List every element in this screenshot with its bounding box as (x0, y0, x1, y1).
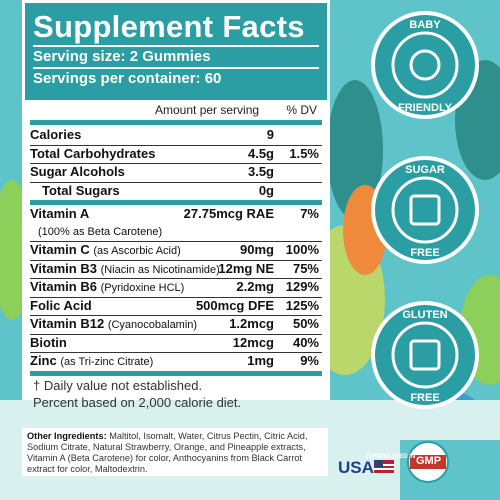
nutrient-row: Biotin 12mcg 40% (30, 334, 322, 353)
nutrient-name: Calories (30, 127, 82, 142)
badge-top: BABY (409, 19, 441, 31)
amount: 27.75mcg RAE (183, 206, 274, 221)
amount: 1.2mcg (229, 316, 274, 331)
footnote: † Daily value not established. (33, 377, 203, 393)
nutrient-name: Vitamin B12 (30, 316, 105, 331)
flag-stripe (374, 468, 394, 470)
nutrient-name: Vitamin C (30, 242, 90, 257)
amount: 4.5g (247, 145, 274, 161)
amount-header: Amount per serving (155, 103, 260, 117)
badge (375, 305, 475, 405)
supplement-facts: Supplement Facts Serving size: 2 Gummies… (22, 0, 330, 410)
nutrient-note: (Pyridoxine HCL) (100, 282, 185, 294)
gmp-ribbon (410, 455, 446, 469)
badge-bottom: FREE (410, 392, 439, 404)
amount: 2.2mg (236, 279, 274, 294)
amount: 9 (266, 127, 274, 142)
badge-icon (409, 194, 441, 226)
label-header: Supplement Facts Serving size: 2 Gummies… (25, 3, 327, 100)
nutrient-row: Total Sugars 0g (30, 182, 322, 201)
nutrient-subnote: (100% as Beta Carotene) (38, 226, 163, 238)
badge-inner (391, 31, 459, 99)
amount: 12mcg (232, 334, 274, 350)
amount: 90mg (240, 242, 274, 257)
badge-top: SUGAR (405, 164, 445, 176)
daily-value: 9% (300, 353, 319, 368)
flag (374, 460, 394, 473)
badge-inner (391, 176, 459, 244)
badge-icon (409, 49, 441, 81)
badge-bottom: FRIENDLY (398, 102, 453, 114)
nutrient-note: (as Ascorbic Acid) (93, 245, 181, 257)
nutrient-name: Sugar Alcohols (30, 164, 125, 179)
amount: 3.5g (247, 164, 274, 179)
amount: 0g (258, 182, 274, 198)
footnote: Percent based on 2,000 calorie diet. (33, 394, 242, 410)
formulated-in: FORMULATED IN (366, 454, 416, 460)
nutrient-name: Total Sugars (42, 182, 120, 198)
nutrient-row: Total Carbohydrates 4.5g 1.5% (30, 145, 322, 164)
daily-value: 75% (292, 260, 319, 276)
nutrient-note: (Niacin as Nicotinamide) (100, 263, 220, 276)
nutrient-name: Vitamin B6 (30, 279, 97, 294)
daily-value: 129% (285, 279, 319, 294)
nutrient-name: Vitamin B3 (30, 260, 97, 276)
nutrient-name: Total Carbohydrates (30, 145, 156, 161)
serving-size: Serving size: 2 Gummies (33, 45, 319, 67)
amount: 500mcg DFE (195, 297, 274, 313)
daily-value: 7% (300, 206, 319, 221)
nutrient-row: Calories 9 (30, 126, 322, 146)
nutrient-row: Zinc (as Tri-zinc Citrate) 1mg 9% (30, 352, 322, 372)
nutrient-name: Biotin (30, 334, 67, 350)
dv-header: % DV (286, 103, 317, 117)
other-ingredients: Other Ingredients: Maltitol, Isomalt, Wa… (22, 428, 328, 476)
nutrient-note: (Cyanocobalamin) (107, 319, 198, 331)
tree (327, 80, 383, 220)
gmp: GMP (416, 455, 442, 467)
thick-rule (30, 200, 322, 205)
daily-value: 40% (292, 334, 319, 350)
daily-value: 1.5% (289, 145, 319, 161)
badge-inner (391, 321, 459, 389)
nutrient-row: Vitamin A 27.75mcg RAE 7% (100% as Beta Car… (30, 205, 322, 242)
servings-per-container: Servings per container: 60 (33, 67, 319, 89)
amount: 1mg (247, 353, 274, 368)
badge-bottom: FREE (410, 247, 439, 259)
nutrient-row: Vitamin B3 (Niacin as Nicotinamide) 12mg … (30, 260, 322, 279)
nutrient-name: Zinc (30, 353, 57, 368)
flag-canton (374, 460, 383, 467)
badge-top: GLUTEN (402, 309, 447, 321)
nutrient-row: Vitamin B12 (Cyanocobalamin) 1.2mcg 50% (30, 315, 322, 335)
ingredients-label: Other Ingredients: (27, 431, 107, 441)
daily-value: 100% (285, 242, 319, 257)
badge-icon (409, 339, 441, 371)
nutrient-row: Folic Acid 500mcg DFE 125% (30, 297, 322, 316)
nutrient-name: Folic Acid (30, 297, 92, 313)
nutrient-row: Vitamin B6 (Pyridoxine HCL) 2.2mg 129% (30, 278, 322, 298)
nutrient-name: Vitamin A (30, 206, 90, 221)
nutrient-note: (as Tri-zinc Citrate) (60, 356, 154, 368)
badge (375, 15, 475, 115)
daily-value: 50% (292, 316, 319, 331)
thick-rule (30, 370, 322, 376)
badge (375, 160, 475, 260)
nutrient-row: Vitamin C (as Ascorbic Acid) 90mg 100% (30, 241, 322, 261)
country: USA (338, 458, 374, 477)
nutrient-row: Sugar Alcohols 3.5g (30, 163, 322, 183)
ingredients-text: Maltitol, Isomalt, Water, Citrus Pectin,… (27, 431, 308, 474)
thick-rule (30, 120, 322, 125)
flag-stripe (374, 464, 394, 466)
badges: BABY FRIENDLY SUGAR FREE GLUTEN FREE (371, 11, 479, 409)
daily-value: 125% (285, 297, 319, 313)
title: Supplement Facts (33, 9, 305, 44)
amount: 12mg NE (218, 260, 274, 276)
